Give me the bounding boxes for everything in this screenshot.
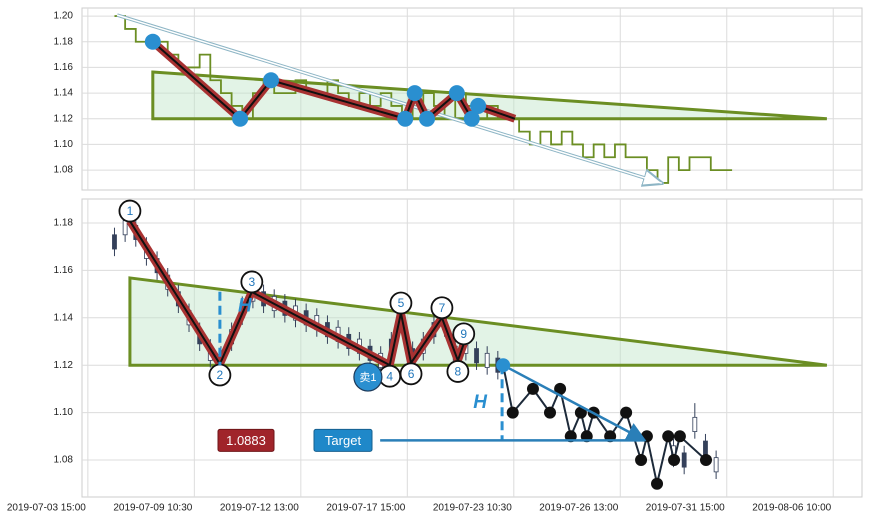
triangle xyxy=(128,276,828,367)
x-tick-label: 2019-07-31 15:00 xyxy=(646,503,725,514)
x-tick-label: 2019-07-03 15:00 xyxy=(7,503,86,514)
y-tick-label: 1.10 xyxy=(54,407,74,418)
y-tick-label: 1.20 xyxy=(54,11,74,22)
projection-point xyxy=(620,406,633,419)
point-label: 2 xyxy=(217,368,224,382)
y-tick-label: 1.14 xyxy=(54,312,74,323)
projection-point xyxy=(544,406,556,419)
x-tick-label: 2019-07-12 13:00 xyxy=(220,503,299,514)
pattern-point xyxy=(406,85,423,102)
y-tick-label: 1.08 xyxy=(54,455,74,466)
candle-body xyxy=(484,352,490,368)
pattern-point xyxy=(144,33,161,50)
point-label-circle xyxy=(389,291,413,315)
pattern-point xyxy=(397,110,414,127)
x-tick-label: 2019-07-26 13:00 xyxy=(539,503,618,514)
candle-body xyxy=(681,452,687,468)
candle-body xyxy=(703,440,708,456)
y-tick-label: 1.16 xyxy=(54,62,74,73)
projection-point xyxy=(662,430,675,443)
x-tick-label: 2019-07-09 10:30 xyxy=(113,503,192,514)
point-label: 4 xyxy=(386,369,393,383)
projection-point xyxy=(651,477,664,490)
height-label: H xyxy=(473,392,488,413)
y-tick-label: 1.12 xyxy=(54,360,74,371)
pattern-point xyxy=(463,110,480,127)
pattern-point xyxy=(263,72,280,89)
point-label-circle xyxy=(399,362,423,386)
target-label: Target xyxy=(325,433,362,448)
point-label: 1 xyxy=(127,204,134,218)
trend-arrow-inner xyxy=(116,14,663,184)
x-tick-label: 2019-07-17 15:00 xyxy=(326,503,405,514)
breakout-point xyxy=(496,358,511,373)
point-label: 6 xyxy=(408,367,415,381)
sell-label: 卖1 xyxy=(359,371,376,384)
projection-point xyxy=(668,454,681,467)
point-label: 5 xyxy=(398,296,405,310)
pattern-point xyxy=(448,85,465,102)
point-label-circle xyxy=(430,296,454,320)
candle-body xyxy=(122,220,128,236)
projection-point xyxy=(635,454,648,467)
point-label: 8 xyxy=(455,365,462,379)
projection-point xyxy=(526,382,539,395)
candle-body xyxy=(713,457,719,473)
target-value-box xyxy=(217,428,275,452)
price-line xyxy=(114,15,733,184)
point-label-circle xyxy=(452,322,476,346)
point-label: 7 xyxy=(439,301,446,315)
y-tick-label: 1.18 xyxy=(54,36,74,47)
projection-point xyxy=(506,406,519,419)
candle-body xyxy=(474,348,479,364)
x-tick-label: 2019-07-23 10:30 xyxy=(433,503,512,514)
pattern-point xyxy=(232,110,249,127)
breakout-line xyxy=(502,364,647,442)
projection-point xyxy=(673,430,686,443)
y-tick-label: 1.12 xyxy=(54,113,74,124)
y-tick-label: 1.18 xyxy=(54,218,74,229)
point-label: 9 xyxy=(460,327,467,341)
target-label-box xyxy=(313,428,373,452)
pattern-point xyxy=(419,110,436,127)
projection-point xyxy=(700,454,712,467)
point-label-circle xyxy=(446,360,470,383)
candle-body xyxy=(112,234,117,250)
y-tick-label: 1.14 xyxy=(54,88,74,99)
y-tick-label: 1.16 xyxy=(54,265,74,276)
x-tick-label: 2019-08-06 10:00 xyxy=(752,503,831,514)
height-label: H xyxy=(238,295,253,316)
candle-body xyxy=(692,416,698,432)
projection-point xyxy=(554,382,567,395)
projection-point xyxy=(574,406,587,419)
y-tick-label: 1.10 xyxy=(54,139,74,150)
point-label-circle xyxy=(240,270,264,294)
point-label: 3 xyxy=(248,275,255,289)
target-value: 1.0883 xyxy=(226,433,266,448)
y-tick-label: 1.08 xyxy=(54,165,74,176)
point-label-circle xyxy=(118,199,142,223)
sell-marker xyxy=(353,362,383,392)
triangle xyxy=(151,70,827,121)
pattern-point xyxy=(470,97,487,114)
